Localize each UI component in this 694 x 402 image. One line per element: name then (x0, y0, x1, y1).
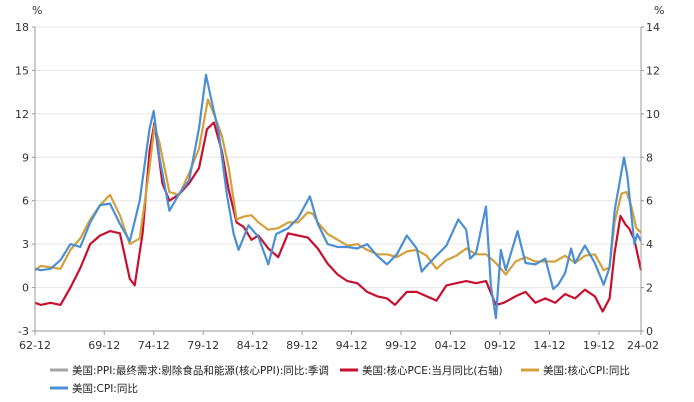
left-tick-label: 15 (15, 64, 29, 77)
x-tick-label: 74-12 (138, 339, 170, 352)
right-tick-label: 4 (646, 238, 653, 251)
x-tick-label: 94-12 (336, 339, 368, 352)
series-line-2 (34, 98, 642, 276)
left-axis-unit: % (32, 4, 42, 17)
right-tick-label: 0 (646, 325, 653, 338)
legend-label-core-ppi: 美国:PPI:最终需求:剔除食品和能源(核心PPI):同比:季调 (72, 364, 329, 377)
x-tick-label: 79-12 (187, 339, 219, 352)
legend-item-core-cpi: 美国:核心CPI:同比 (521, 364, 630, 377)
legend-item-core-pce: 美国:核心PCE:当月同比(右轴) (340, 364, 503, 377)
x-tick-label: 62-12 (19, 339, 51, 352)
right-axis-ticks: 0 2 4 6 8 10 12 14 (641, 21, 660, 338)
right-tick-label: 12 (646, 64, 660, 77)
series-line-1 (34, 121, 643, 313)
x-tick-label: 24-02 (627, 339, 659, 352)
left-tick-label: 3 (22, 238, 29, 251)
right-tick-label: 6 (646, 195, 653, 208)
left-tick-label: 9 (22, 151, 29, 164)
x-tick-label: 09-12 (484, 339, 516, 352)
x-tick-label: 14-12 (533, 339, 565, 352)
x-tick-label: 04-12 (435, 339, 467, 352)
legend-label-cpi: 美国:CPI:同比 (72, 382, 138, 395)
x-axis-ticks: 62-12 69-12 74-12 79-12 84-12 89-12 94-12 99-12… (19, 331, 659, 352)
x-tick-label: 99-12 (385, 339, 417, 352)
x-tick-label: 89-12 (286, 339, 318, 352)
right-axis-unit: % (654, 4, 664, 17)
legend-item-core-ppi: 美国:PPI:最终需求:剔除食品和能源(核心PPI):同比:季调 (50, 364, 329, 377)
gridlines (35, 26, 641, 289)
x-tick-label: 19-12 (583, 339, 615, 352)
series-line-3 (34, 73, 642, 320)
left-axis-ticks: -3 0 3 6 9 12 15 18 (15, 21, 35, 338)
x-tick-label: 69-12 (88, 339, 120, 352)
right-tick-label: 2 (646, 282, 653, 295)
left-tick-label: 0 (22, 282, 29, 295)
left-tick-label: 12 (15, 108, 29, 121)
right-tick-label: 8 (646, 151, 653, 164)
legend-item-cpi: 美国:CPI:同比 (50, 382, 138, 395)
left-tick-label: -3 (18, 325, 29, 338)
left-tick-label: 18 (15, 21, 29, 34)
series-lines (34, 73, 643, 320)
right-tick-label: 10 (646, 108, 660, 121)
legend-label-core-pce: 美国:核心PCE:当月同比(右轴) (362, 364, 503, 377)
x-tick-label: 84-12 (237, 339, 269, 352)
legend: 美国:PPI:最终需求:剔除食品和能源(核心PPI):同比:季调 美国:核心PC… (50, 364, 630, 395)
legend-label-core-cpi: 美国:核心CPI:同比 (543, 364, 630, 377)
right-tick-label: 14 (646, 21, 660, 34)
left-tick-label: 6 (22, 195, 29, 208)
